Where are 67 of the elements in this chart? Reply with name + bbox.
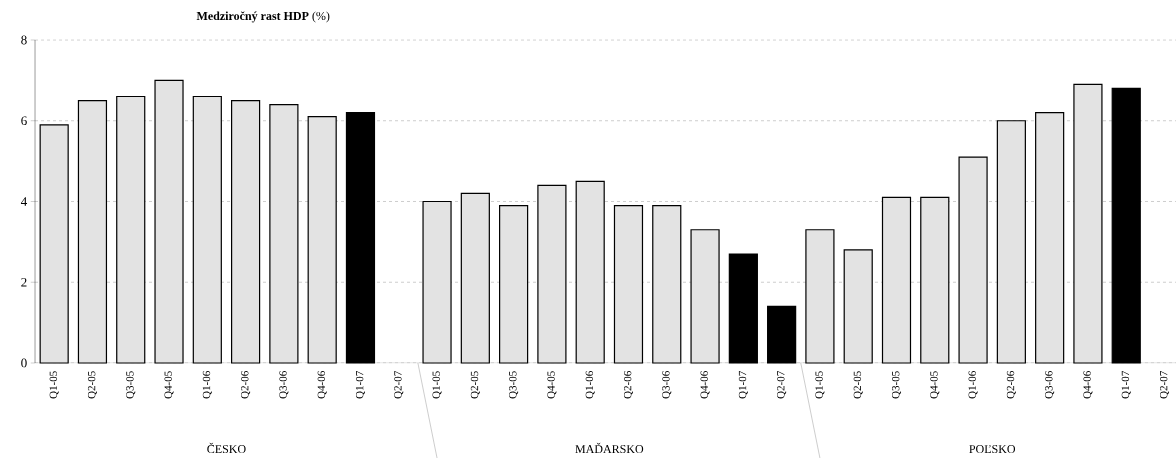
x-tick-label: Q2-05 <box>470 371 480 399</box>
bar <box>881 196 912 364</box>
x-tick-label: Q3-06 <box>662 371 672 399</box>
bar <box>192 95 222 364</box>
x-tick-label: Q2-07 <box>394 371 404 399</box>
bar <box>652 204 682 364</box>
x-tick-label: Q1-06 <box>202 371 212 399</box>
x-tick-label: Q2-05 <box>87 371 97 399</box>
bar <box>345 112 376 364</box>
bar <box>690 229 720 364</box>
chart-title: Medziročný rast HDP (%) <box>196 11 330 23</box>
bar <box>767 305 797 364</box>
y-tick-label: 6 <box>21 116 27 126</box>
x-tick-label: Q4-06 <box>700 371 710 399</box>
bar <box>920 196 950 364</box>
x-tick-label: Q2-06 <box>623 371 634 399</box>
x-tick-label: Q4-06 <box>1083 371 1093 399</box>
bar <box>728 253 758 364</box>
bar <box>537 184 567 364</box>
bar <box>843 249 873 364</box>
x-tick-label: Q4-05 <box>930 371 940 399</box>
x-tick-label: Q4-05 <box>547 371 557 399</box>
bar <box>805 229 835 364</box>
bar <box>1073 83 1103 364</box>
bar <box>307 116 337 364</box>
y-tick-label: 0 <box>21 358 27 368</box>
x-tick-label: Q3-06 <box>279 371 289 399</box>
x-tick-label: Q1-06 <box>585 371 595 399</box>
x-tick-label: Q3-05 <box>126 371 136 399</box>
x-tick-label: Q3-05 <box>509 371 519 399</box>
x-tick-label: Q2-05 <box>853 371 863 399</box>
y-tick-label: 4 <box>20 197 28 206</box>
x-tick-label: Q2-07 <box>777 371 787 399</box>
x-tick-label: Q1-05 <box>815 371 825 399</box>
x-tick-label: Q2-06 <box>241 371 251 399</box>
x-tick-label: Q1-05 <box>432 371 442 399</box>
y-tick-label: 2 <box>21 277 27 287</box>
x-tick-label: Q1-07 <box>1121 371 1131 399</box>
text: POĽSKO <box>969 445 1016 454</box>
bar <box>231 99 261 364</box>
bar <box>958 156 988 364</box>
bar <box>269 103 299 364</box>
x-tick-label: Q1-07 <box>738 371 748 399</box>
x-tick-label: Q2-06 <box>1006 371 1016 399</box>
text: MAĎARSKO <box>575 442 644 454</box>
bar <box>77 99 108 364</box>
bar <box>499 204 529 364</box>
bar <box>460 192 490 364</box>
x-tick-label: Q4-06 <box>317 371 327 399</box>
bar <box>575 180 605 364</box>
bar <box>1035 112 1065 364</box>
x-tick-label: Q4-05 <box>164 371 174 399</box>
bar <box>116 95 146 364</box>
x-tick-label: Q1-05 <box>49 371 59 399</box>
x-tick-label: Q3-05 <box>891 371 902 399</box>
bar <box>1111 87 1141 364</box>
bar <box>39 124 69 364</box>
x-tick-label: Q1-07 <box>355 371 366 399</box>
bar <box>422 200 452 364</box>
text: ČESKO <box>207 442 246 454</box>
bar <box>613 204 644 364</box>
bar <box>154 79 184 364</box>
x-tick-label: Q1-06 <box>968 371 978 399</box>
y-tick-label: 8 <box>21 35 27 45</box>
bar <box>996 120 1026 364</box>
x-tick-label: Q3-06 <box>1045 371 1055 399</box>
x-tick-label: Q2-07 <box>1159 371 1170 399</box>
